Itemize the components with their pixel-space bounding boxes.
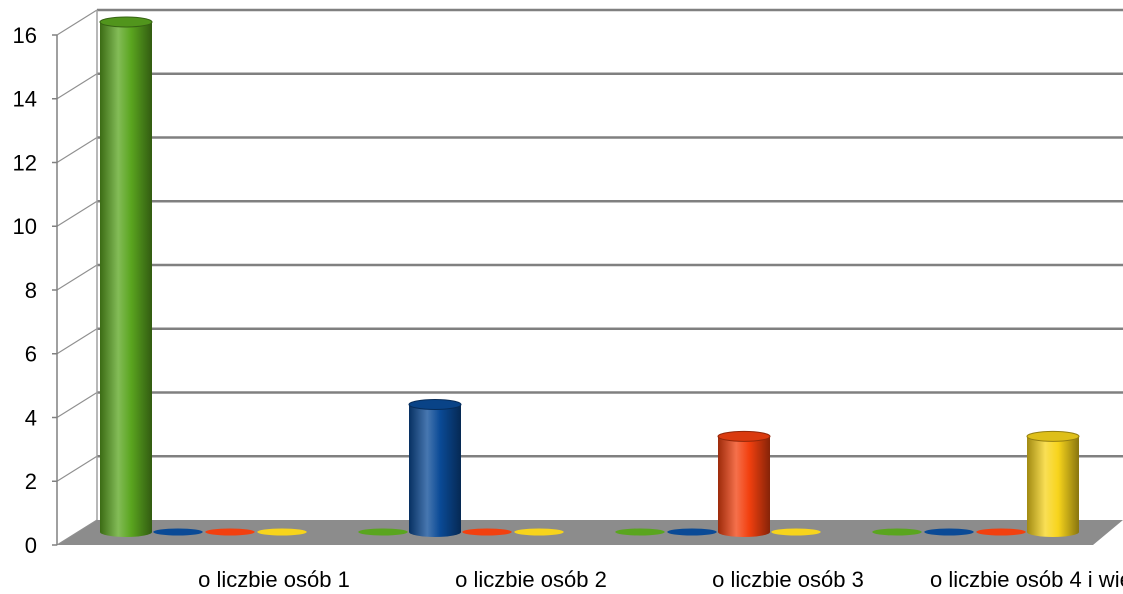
bar-body (409, 404, 461, 537)
y-tick-label: 4 (25, 405, 37, 430)
gridlines (56, 8, 1123, 546)
y-tick-labels: 0 2 4 6 8 10 12 14 16 (13, 23, 37, 558)
y-tick-label: 10 (13, 214, 37, 239)
side-wall-line (56, 328, 98, 355)
side-wall-line (56, 200, 98, 227)
bar (615, 528, 665, 536)
bar (358, 528, 408, 536)
bar-zero-disc (872, 528, 922, 536)
bar-zero-disc (771, 528, 821, 536)
y-axis (52, 10, 98, 546)
bar (667, 528, 717, 536)
bar-top (717, 430, 771, 442)
bar-zero-disc (924, 528, 974, 536)
bar-zero-disc (976, 528, 1026, 536)
bar-top (99, 16, 153, 28)
bar (717, 430, 771, 537)
bar (462, 528, 512, 536)
side-wall-line (56, 73, 98, 100)
bar (205, 528, 255, 536)
bar-top (408, 399, 462, 410)
bar (924, 528, 974, 536)
bar-body (100, 22, 152, 537)
bar-body (718, 436, 770, 537)
bar-zero-disc (257, 528, 307, 536)
y-tick-label: 6 (25, 342, 37, 367)
bar-zero-disc (667, 528, 717, 536)
bar (771, 528, 821, 536)
x-category-label: o liczbie osób 2 (455, 567, 607, 592)
x-category-labels: o liczbie osób 1 o liczbie osób 2 o liczbi… (198, 567, 1123, 592)
bar-zero-disc (205, 528, 255, 536)
bar (1026, 430, 1080, 537)
bar (153, 528, 203, 536)
side-wall-line (56, 9, 98, 36)
bar (408, 399, 462, 537)
y-tick-label: 12 (13, 150, 37, 175)
x-category-label: o liczbie osób 3 (712, 567, 864, 592)
y-tick-label: 8 (25, 278, 37, 303)
floor-plane (57, 520, 1123, 545)
bar (872, 528, 922, 536)
side-wall-line (56, 264, 98, 291)
y-tick-label: 14 (13, 87, 37, 112)
side-wall-line (56, 391, 98, 419)
side-wall-line (56, 455, 98, 482)
bar (514, 528, 564, 536)
y-tick-label: 2 (25, 469, 37, 494)
y-tick-label: 0 (25, 533, 37, 558)
bar (976, 528, 1026, 536)
side-wall-line (56, 519, 98, 546)
x-category-label: o liczbie osób 4 i więcej (930, 567, 1123, 592)
bar-zero-disc (514, 528, 564, 536)
side-wall-line (56, 136, 98, 164)
chart-floor (57, 520, 1123, 545)
bar-zero-disc (153, 528, 203, 536)
y-tick-label: 16 (13, 23, 37, 48)
bar-zero-disc (358, 528, 408, 536)
bar (257, 528, 307, 536)
x-category-label: o liczbie osób 1 (198, 567, 350, 592)
bar (99, 16, 153, 537)
bars (99, 16, 1080, 537)
bar-top (1026, 430, 1080, 442)
bar-zero-disc (615, 528, 665, 536)
bar-body (1027, 436, 1079, 537)
bar-zero-disc (462, 528, 512, 536)
